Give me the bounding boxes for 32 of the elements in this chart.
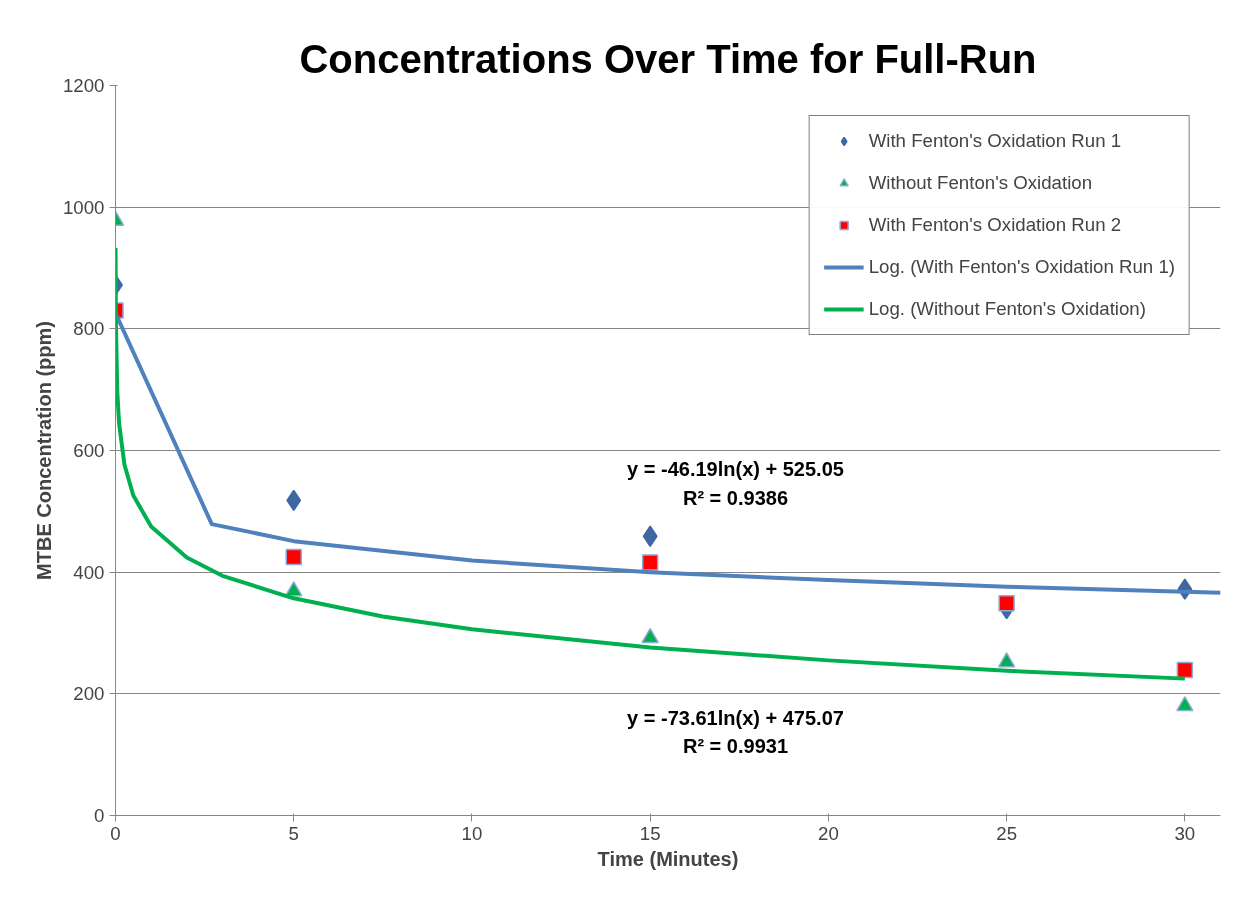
legend-label: Log. (Without Fenton's Oxidation) (868, 298, 1146, 320)
y-tick-label: 600 (73, 440, 105, 461)
x-tick-label: 15 (639, 822, 661, 844)
x-tick-label: 10 (461, 822, 483, 844)
legend-label: With Fenton's Oxidation Run 2 (868, 214, 1122, 236)
y-tick-label: 1200 (63, 75, 105, 96)
point (998, 594, 1015, 612)
y-tick-label: 400 (73, 561, 105, 583)
point (997, 652, 1016, 668)
chart-title: Concentrations Over Time for Full-Run (299, 36, 1037, 81)
point (284, 581, 303, 597)
y-axis-title: MTBE Concentration (ppm) (33, 321, 55, 580)
x-tick-label: 5 (288, 822, 299, 844)
x-tick-label: 0 (110, 822, 121, 844)
point (285, 548, 302, 566)
point (641, 627, 659, 644)
point (641, 554, 659, 571)
y-tick-label: 1000 (63, 196, 105, 218)
annotation: y = -46.19ln(x) + 525.05 R² = 0.9386 (627, 458, 844, 509)
y-tick-label: 800 (73, 318, 105, 340)
x-axis-title: Time (Minutes) (597, 847, 739, 870)
x-tick-label: 25 (996, 822, 1018, 844)
x-tick-label: 20 (818, 822, 839, 844)
legend-label: Log. (With Fenton's Oxidation Run 1) (868, 256, 1175, 278)
annotation: y = -73.61ln(x) + 475.07 R² = 0.9931 (627, 706, 844, 758)
legend-label: With Fenton's Oxidation Run 1 (868, 130, 1122, 152)
point (1176, 696, 1194, 712)
y-tick-label: 0 (94, 805, 105, 826)
x-tick-label: 30 (1174, 822, 1196, 844)
point (1176, 661, 1194, 679)
legend-label: Without Fenton's Oxidation (868, 172, 1093, 194)
y-tick-label: 200 (73, 683, 105, 705)
